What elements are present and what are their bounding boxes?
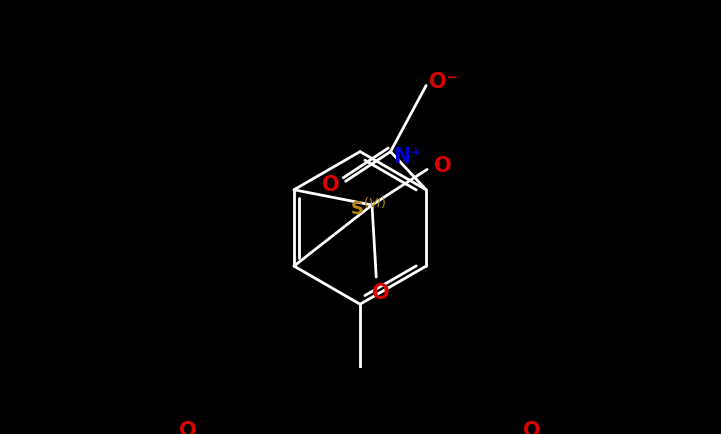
Text: N⁺: N⁺ xyxy=(394,147,422,167)
Text: O: O xyxy=(371,283,389,302)
Text: O: O xyxy=(433,156,451,176)
Text: O: O xyxy=(179,420,197,434)
Text: S$^{(VI)}$: S$^{(VI)}$ xyxy=(350,197,386,218)
Text: O⁻: O⁻ xyxy=(429,72,457,92)
Text: O: O xyxy=(523,420,541,434)
Text: O: O xyxy=(322,174,339,194)
